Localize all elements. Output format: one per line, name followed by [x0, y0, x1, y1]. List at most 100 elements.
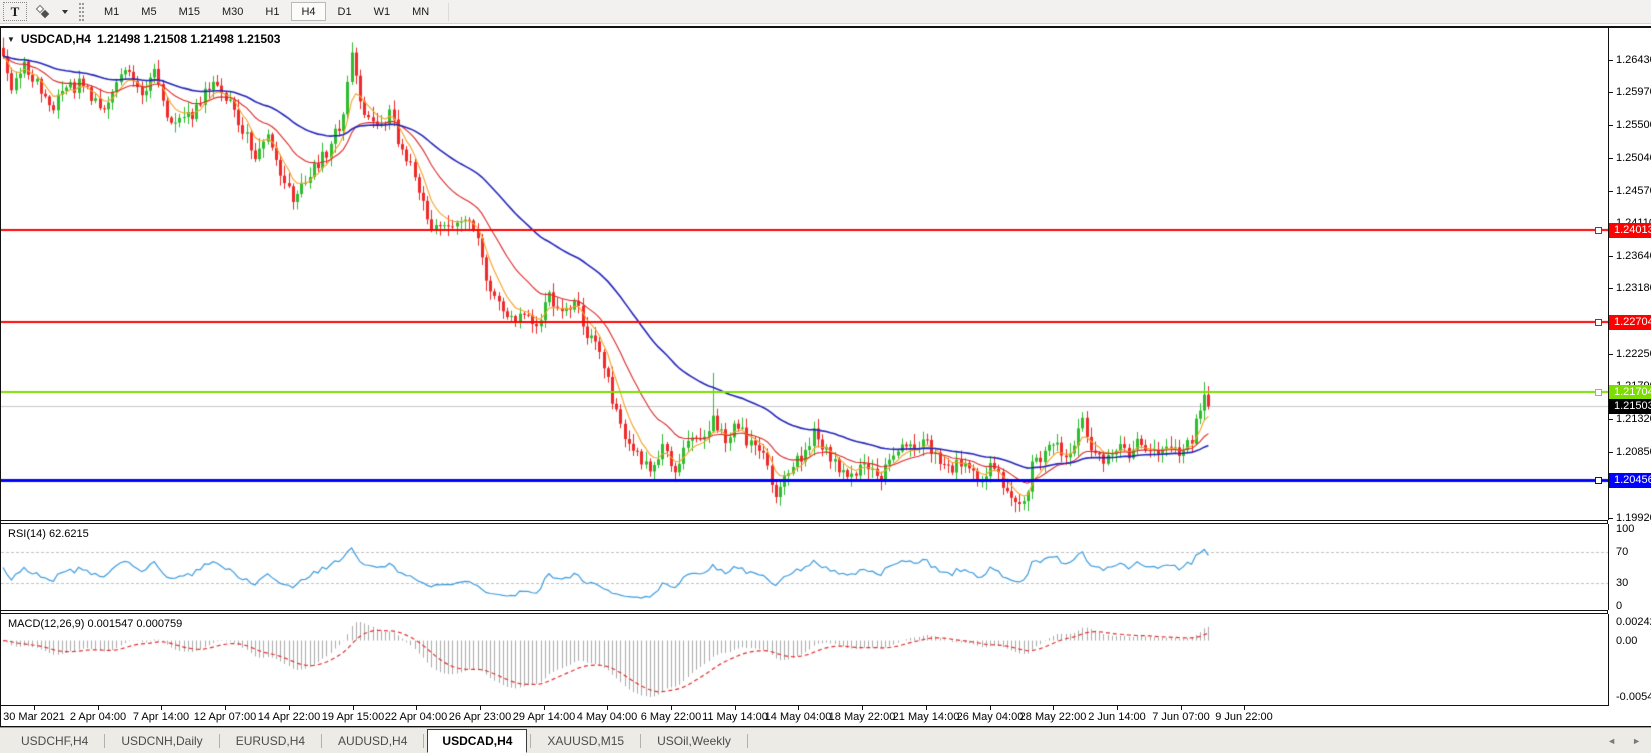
time-tick-label: 14 Apr 22:00	[257, 711, 321, 723]
timeframe-button-m30[interactable]: M30	[212, 2, 253, 21]
price-tick-label: 1.22250	[1616, 348, 1651, 360]
macd-tick-label: 0.002429	[1616, 616, 1651, 628]
hline-price-label[interactable]: 1.24013	[1609, 223, 1651, 238]
time-tick-mark	[735, 706, 736, 710]
rsi-tick-label: 0	[1616, 600, 1623, 612]
tab-separator	[530, 733, 532, 748]
hline-price-label[interactable]: 1.20456	[1609, 473, 1651, 488]
timeframe-button-d1[interactable]: D1	[328, 2, 362, 21]
hline-drag-handle[interactable]	[1595, 477, 1602, 484]
macd-pane: MACD(12,26,9) 0.001547 0.000759 0.002429…	[1, 614, 1651, 706]
time-tick-mark	[544, 706, 545, 710]
rsi-tick-label: 100	[1616, 523, 1635, 535]
tab-xauusd-m15[interactable]: XAUUSD,M15	[547, 733, 625, 748]
time-tick-label: 11 May 14:00	[702, 711, 768, 723]
hline-drag-handle[interactable]	[1595, 319, 1602, 326]
rsi-tick-label: 30	[1616, 577, 1629, 589]
price-tick-mark	[1609, 60, 1613, 61]
time-tick-mark	[990, 706, 991, 710]
price-tick-label: 1.20850	[1616, 446, 1651, 458]
pane-separator[interactable]	[1, 610, 1608, 614]
price-tick-mark	[1609, 518, 1613, 519]
pane-separator[interactable]	[1, 520, 1608, 524]
timeframe-button-h1[interactable]: H1	[255, 2, 289, 21]
time-tick-label: 7 Apr 14:00	[132, 711, 190, 723]
price-tick-label: 1.24570	[1616, 185, 1651, 197]
macd-axis: 0.002429 0.00 -0.0054	[1608, 614, 1651, 706]
chart-tabs: USDCHF,H4 USDCNH,Daily EURUSD,H4 AUDUSD,H4 U…	[8, 728, 751, 753]
price-tick-label: 1.25040	[1616, 152, 1651, 164]
macd-tick-label: 0.00	[1616, 635, 1638, 647]
time-tick-mark	[1181, 706, 1182, 710]
window-gap	[0, 24, 1651, 26]
hline-drag-handle[interactable]	[1595, 227, 1602, 234]
time-tick-label: 14 May 04:00	[764, 711, 832, 723]
chart-title: ▼ USDCAD,H4 1.21498 1.21508 1.21498 1.21…	[7, 32, 280, 46]
price-tick-mark	[1609, 158, 1613, 159]
time-tick-label: 26 May 04:00	[956, 711, 1024, 723]
tab-audusd-h4[interactable]: AUDUSD,H4	[338, 733, 408, 748]
rsi-chart[interactable]: RSI(14) 62.6215	[1, 524, 1608, 610]
time-tick-label: 30 Mar 2021	[3, 711, 65, 723]
time-tick-mark	[225, 706, 226, 710]
tab-eurusd-h4[interactable]: EURUSD,H4	[235, 733, 306, 748]
chart-symbol: USDCAD,H4	[20, 32, 91, 46]
time-tick-label: 6 May 22:00	[640, 711, 702, 723]
price-tick-mark	[1609, 191, 1613, 192]
hline-drag-handle[interactable]	[1595, 389, 1602, 396]
timeframe-button-m5[interactable]: M5	[131, 2, 166, 21]
tab-usoil-weekly[interactable]: USOil,Weekly	[657, 733, 731, 748]
time-tick-mark	[1117, 706, 1118, 710]
tab-separator	[640, 733, 642, 748]
price-chart[interactable]: ▼ USDCAD,H4 1.21498 1.21508 1.21498 1.21…	[1, 28, 1608, 520]
chevron-down-icon[interactable]: ▼	[7, 34, 15, 44]
time-tick-label: 18 May 22:00	[828, 711, 896, 723]
time-tick-mark	[289, 706, 290, 710]
macd-chart[interactable]: MACD(12,26,9) 0.001547 0.000759	[1, 614, 1608, 706]
objects-tool-button[interactable]	[30, 2, 56, 21]
time-tick-mark	[1244, 706, 1245, 710]
tab-separator	[321, 733, 323, 748]
timeframe-button-h4[interactable]: H4	[291, 2, 326, 21]
time-tick-label: 21 May 14:00	[892, 711, 960, 723]
timeframe-button-m1[interactable]: M1	[94, 2, 129, 21]
time-tick-mark	[34, 706, 35, 710]
rsi-label: RSI(14) 62.6215	[8, 528, 89, 540]
timeframe-toolbar: M1 M5 M15 M30 H1 H4 D1 W1 MN	[94, 2, 439, 21]
price-axis[interactable]: 1.264301.259701.255001.250401.245701.241…	[1608, 28, 1651, 524]
hline-price-label[interactable]: 1.21704	[1609, 385, 1651, 400]
time-tick-mark	[926, 706, 927, 710]
price-tick-label: 1.26430	[1616, 54, 1651, 66]
tab-scroll-right-icon[interactable]: ►	[1632, 735, 1641, 746]
rsi-axis: 100 70 30 0	[1608, 523, 1651, 612]
price-tick-mark	[1609, 92, 1613, 93]
time-tick-label: 2 Apr 04:00	[69, 711, 127, 723]
current-price-label: 1.21503	[1609, 399, 1651, 414]
timeframe-button-mn[interactable]: MN	[402, 2, 439, 21]
time-tick-label: 28 May 22:00	[1019, 711, 1087, 723]
hline-price-label[interactable]: 1.22704	[1609, 315, 1651, 330]
price-tick-mark	[1609, 125, 1613, 126]
timeframe-button-w1[interactable]: W1	[364, 2, 401, 21]
chart-area: ▼ USDCAD,H4 1.21498 1.21508 1.21498 1.21…	[0, 26, 1651, 727]
time-tick-label: 29 Apr 14:00	[512, 711, 576, 723]
tab-usdcnh-daily[interactable]: USDCNH,Daily	[121, 733, 203, 748]
price-tick-mark	[1609, 256, 1613, 257]
tool-dropdown-button[interactable]	[59, 2, 71, 21]
tab-scroll-left-icon[interactable]: ◄	[1607, 735, 1617, 746]
time-tick-mark	[607, 706, 608, 710]
time-tick-label: 9 Jun 22:00	[1215, 711, 1273, 723]
price-tick-mark	[1609, 354, 1613, 355]
tab-usdcad-h4[interactable]: USDCAD,H4	[427, 728, 528, 753]
toolbar-grip[interactable]	[79, 2, 84, 21]
time-axis[interactable]: 30 Mar 2021 2 Apr 04:00 7 Apr 14:00 12 Apr …	[1, 706, 1651, 727]
time-tick-label: 22 Apr 04:00	[384, 711, 448, 723]
timeframe-button-m15[interactable]: M15	[169, 2, 210, 21]
time-tick-label: 4 May 04:00	[576, 711, 638, 723]
time-tick-mark	[98, 706, 99, 710]
text-tool-button[interactable]: T	[3, 2, 27, 21]
time-tick-mark	[353, 706, 354, 710]
time-tick-label: 19 Apr 15:00	[321, 711, 385, 723]
tab-usdchf-h4[interactable]: USDCHF,H4	[21, 733, 89, 748]
